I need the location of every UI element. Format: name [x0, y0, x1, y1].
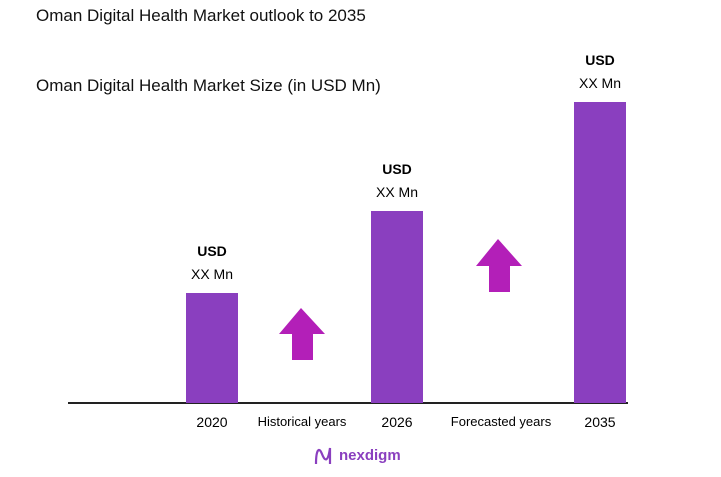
nexdigm-logo: nexdigm — [313, 444, 401, 466]
data-label-currency: USD — [197, 243, 227, 259]
x-tick-label: 2035 — [584, 414, 615, 430]
bar-2035 — [574, 102, 626, 403]
period-label-historical: Historical years — [258, 414, 347, 429]
data-label-value: XX Mn — [376, 184, 418, 200]
nexdigm-logo-icon — [314, 447, 332, 465]
data-label-currency: USD — [382, 161, 412, 177]
bar-2026 — [371, 211, 423, 403]
logo-text: nexdigm — [339, 446, 401, 464]
x-tick-label: 2026 — [381, 414, 412, 430]
chart-subtitle: Oman Digital Health Market Size (in USD … — [36, 76, 381, 95]
data-label-value: XX Mn — [579, 75, 621, 91]
data-label-currency: USD — [585, 52, 615, 68]
x-tick-label: 2020 — [196, 414, 227, 430]
growth-arrow-icon — [476, 239, 522, 292]
period-label-forecasted: Forecasted years — [451, 414, 552, 429]
bar-2020 — [186, 293, 238, 403]
growth-arrow-icon — [279, 308, 325, 360]
chart-title: Oman Digital Health Market outlook to 20… — [36, 6, 366, 25]
data-label-value: XX Mn — [191, 266, 233, 282]
